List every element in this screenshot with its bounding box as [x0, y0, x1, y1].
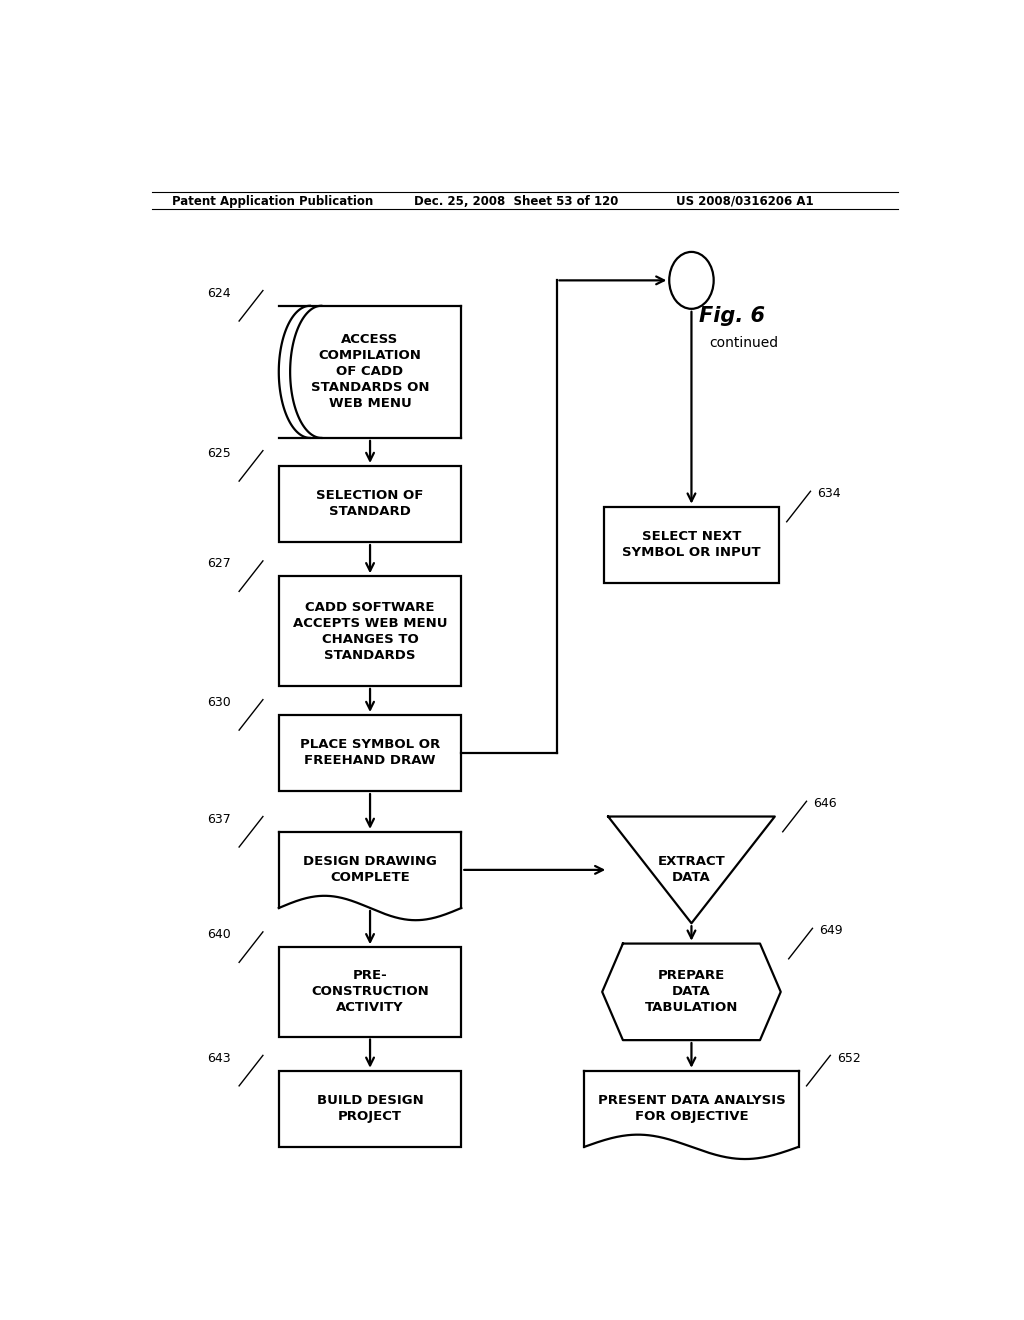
Bar	[279, 466, 461, 543]
Bar	[604, 507, 778, 582]
Text: PLACE SYMBOL OR
FREEHAND DRAW: PLACE SYMBOL OR FREEHAND DRAW	[300, 738, 440, 767]
Text: 630: 630	[208, 696, 231, 709]
Bar	[279, 576, 461, 686]
Text: DESIGN DRAWING
COMPLETE: DESIGN DRAWING COMPLETE	[303, 855, 437, 884]
Text: 624: 624	[208, 286, 231, 300]
Text: 643: 643	[208, 1052, 231, 1064]
Text: 627: 627	[208, 557, 231, 570]
Bar	[279, 715, 461, 791]
Bar	[279, 948, 461, 1036]
Text: Patent Application Publication: Patent Application Publication	[172, 194, 373, 207]
Text: SELECT NEXT
SYMBOL OR INPUT: SELECT NEXT SYMBOL OR INPUT	[623, 531, 761, 560]
Text: 634: 634	[817, 487, 841, 500]
Text: ACCESS
COMPILATION
OF CADD
STANDARDS ON
WEB MENU: ACCESS COMPILATION OF CADD STANDARDS ON …	[311, 334, 429, 411]
Text: EXTRACT
DATA: EXTRACT DATA	[657, 855, 725, 884]
Text: SELECTION OF
STANDARD: SELECTION OF STANDARD	[316, 490, 424, 519]
Text: BUILD DESIGN
PROJECT: BUILD DESIGN PROJECT	[316, 1094, 423, 1123]
Text: 649: 649	[819, 924, 843, 937]
Text: Fig. 6: Fig. 6	[699, 306, 765, 326]
Text: Dec. 25, 2008  Sheet 53 of 120: Dec. 25, 2008 Sheet 53 of 120	[414, 194, 618, 207]
Text: US 2008/0316206 A1: US 2008/0316206 A1	[676, 194, 813, 207]
Text: CADD SOFTWARE
ACCEPTS WEB MENU
CHANGES TO
STANDARDS: CADD SOFTWARE ACCEPTS WEB MENU CHANGES T…	[293, 601, 447, 661]
Text: 637: 637	[208, 813, 231, 826]
Text: continued: continued	[710, 337, 779, 350]
Text: PRESENT DATA ANALYSIS
FOR OBJECTIVE: PRESENT DATA ANALYSIS FOR OBJECTIVE	[598, 1094, 785, 1123]
Text: PRE-
CONSTRUCTION
ACTIVITY: PRE- CONSTRUCTION ACTIVITY	[311, 969, 429, 1014]
Text: 652: 652	[837, 1052, 860, 1064]
Text: 625: 625	[208, 446, 231, 459]
Text: PREPARE
DATA
TABULATION: PREPARE DATA TABULATION	[645, 969, 738, 1014]
Bar	[279, 1071, 461, 1147]
Text: 646: 646	[813, 797, 837, 810]
Text: 640: 640	[208, 928, 231, 941]
